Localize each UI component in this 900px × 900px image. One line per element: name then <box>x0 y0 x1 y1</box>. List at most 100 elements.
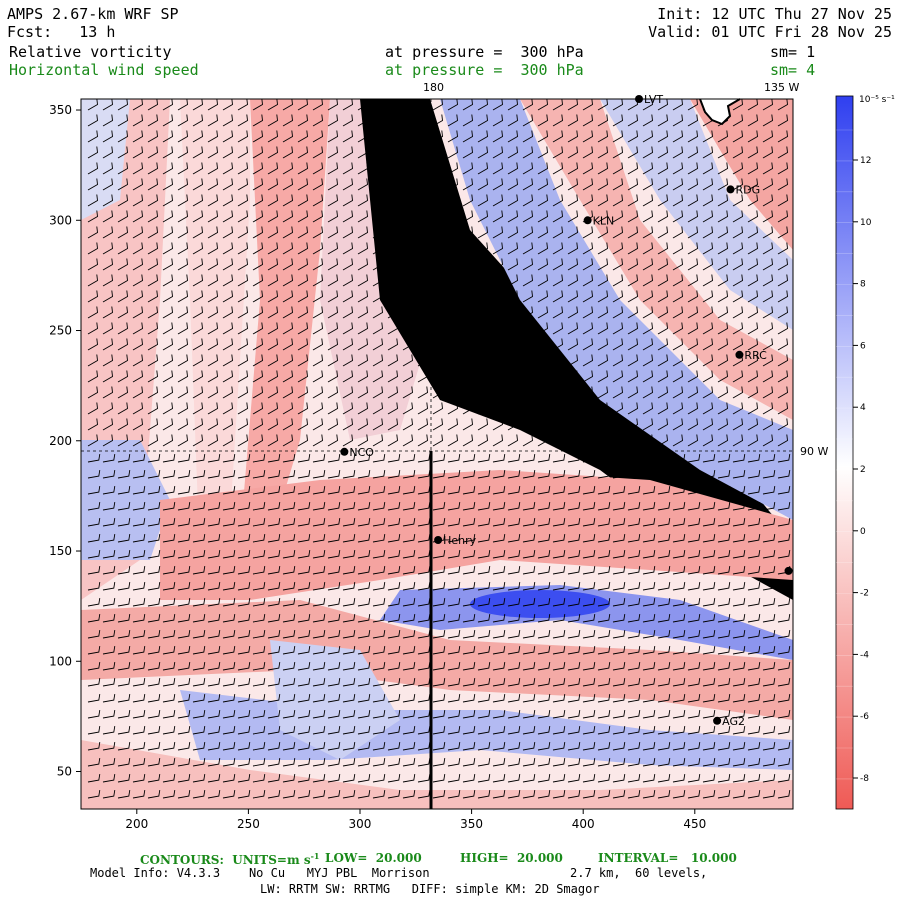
wind-barb <box>327 694 341 703</box>
wind-barb <box>132 274 143 287</box>
wind-barb <box>237 534 251 543</box>
wind-barb <box>192 418 203 431</box>
wind-barb <box>492 130 503 143</box>
wind-barb <box>402 130 413 143</box>
wind-barb <box>477 306 488 319</box>
wind-barb <box>312 598 326 607</box>
wind-barb <box>777 742 791 751</box>
wind-barb <box>342 454 356 463</box>
wind-barb <box>147 354 158 367</box>
wind-barb <box>702 226 713 239</box>
wind-barb <box>582 566 596 575</box>
station-label: KLN <box>593 214 615 227</box>
wind-barb <box>492 758 506 767</box>
wind-barb <box>342 322 353 335</box>
wind-barb <box>687 710 701 719</box>
wind-barb <box>462 370 473 383</box>
wind-barb <box>687 758 701 767</box>
wind-barb <box>267 646 281 655</box>
wind-barb <box>657 646 671 655</box>
wind-barb <box>342 434 353 447</box>
wind-barb <box>162 454 176 463</box>
wind-barb <box>312 226 323 239</box>
wind-barb <box>132 290 143 303</box>
wind-barb <box>102 598 116 607</box>
wind-barb <box>657 402 668 415</box>
wind-barb <box>207 694 221 703</box>
wind-barb <box>522 614 536 623</box>
wind-barb <box>477 694 491 703</box>
wind-barb <box>162 470 176 479</box>
wind-barb <box>432 114 443 127</box>
wind-barb <box>147 790 161 799</box>
wind-barb <box>642 418 653 431</box>
wind-barb <box>237 550 251 559</box>
wind-barb <box>162 354 173 367</box>
wind-barb <box>132 710 146 719</box>
wind-barb <box>312 242 323 255</box>
wind-barb <box>147 662 161 671</box>
wind-barb <box>207 290 218 303</box>
wind-barb <box>237 566 251 575</box>
wind-barb <box>522 454 536 463</box>
wind-barb <box>417 790 431 799</box>
wind-barb <box>312 646 326 655</box>
wind-barb <box>282 434 293 447</box>
wind-barb <box>447 790 461 799</box>
wind-barb <box>297 566 311 575</box>
colorbar-tick-label: 0 <box>860 527 866 537</box>
wind-barb <box>732 790 746 799</box>
wind-barb <box>117 694 131 703</box>
wind-barb <box>192 614 206 623</box>
wind-barb <box>507 454 521 463</box>
wind-barb <box>237 434 248 447</box>
wind-barb <box>777 178 788 191</box>
wind-barb <box>417 758 431 767</box>
wind-barb <box>627 194 638 207</box>
wind-barb <box>387 758 401 767</box>
wind-barb <box>417 534 431 543</box>
wind-barb <box>462 678 476 687</box>
wind-barb <box>417 582 431 591</box>
wind-barb <box>357 402 368 415</box>
wind-barb <box>252 550 266 559</box>
wind-barb <box>177 502 191 511</box>
wind-barb <box>462 742 476 751</box>
wind-barb <box>777 290 788 303</box>
wind-barb <box>372 354 383 367</box>
wind-barb <box>207 370 218 383</box>
wind-barb <box>552 646 566 655</box>
colorbar-tick-label: -8 <box>860 774 869 784</box>
wind-barb <box>582 99 593 111</box>
wind-barb <box>267 370 278 383</box>
wind-barb <box>102 338 113 351</box>
wind-barb <box>657 726 671 735</box>
wind-barb <box>342 678 356 687</box>
wind-barb <box>747 790 761 799</box>
x-tick-label: 350 <box>460 817 483 831</box>
wind-barb <box>252 614 266 623</box>
wind-barb <box>477 598 491 607</box>
wind-barb <box>417 290 428 303</box>
wind-barb <box>537 130 548 143</box>
wind-barb <box>417 694 431 703</box>
wind-barb <box>612 774 626 783</box>
wind-barb <box>477 726 491 735</box>
wind-barb <box>447 402 458 415</box>
wind-barb <box>507 598 521 607</box>
wind-barb <box>222 614 236 623</box>
wind-barb <box>717 726 731 735</box>
wind-barb <box>747 402 758 415</box>
wind-barb <box>132 630 146 639</box>
wind-barb <box>417 678 431 687</box>
wind-barb <box>717 290 728 303</box>
wind-barb <box>747 162 758 175</box>
wind-barb <box>162 582 176 591</box>
wind-barb <box>147 630 161 639</box>
wind-barb <box>432 454 446 463</box>
wind-barb <box>582 694 596 703</box>
wind-barb <box>537 598 551 607</box>
wind-barb <box>657 486 671 495</box>
wind-barb <box>342 402 353 415</box>
